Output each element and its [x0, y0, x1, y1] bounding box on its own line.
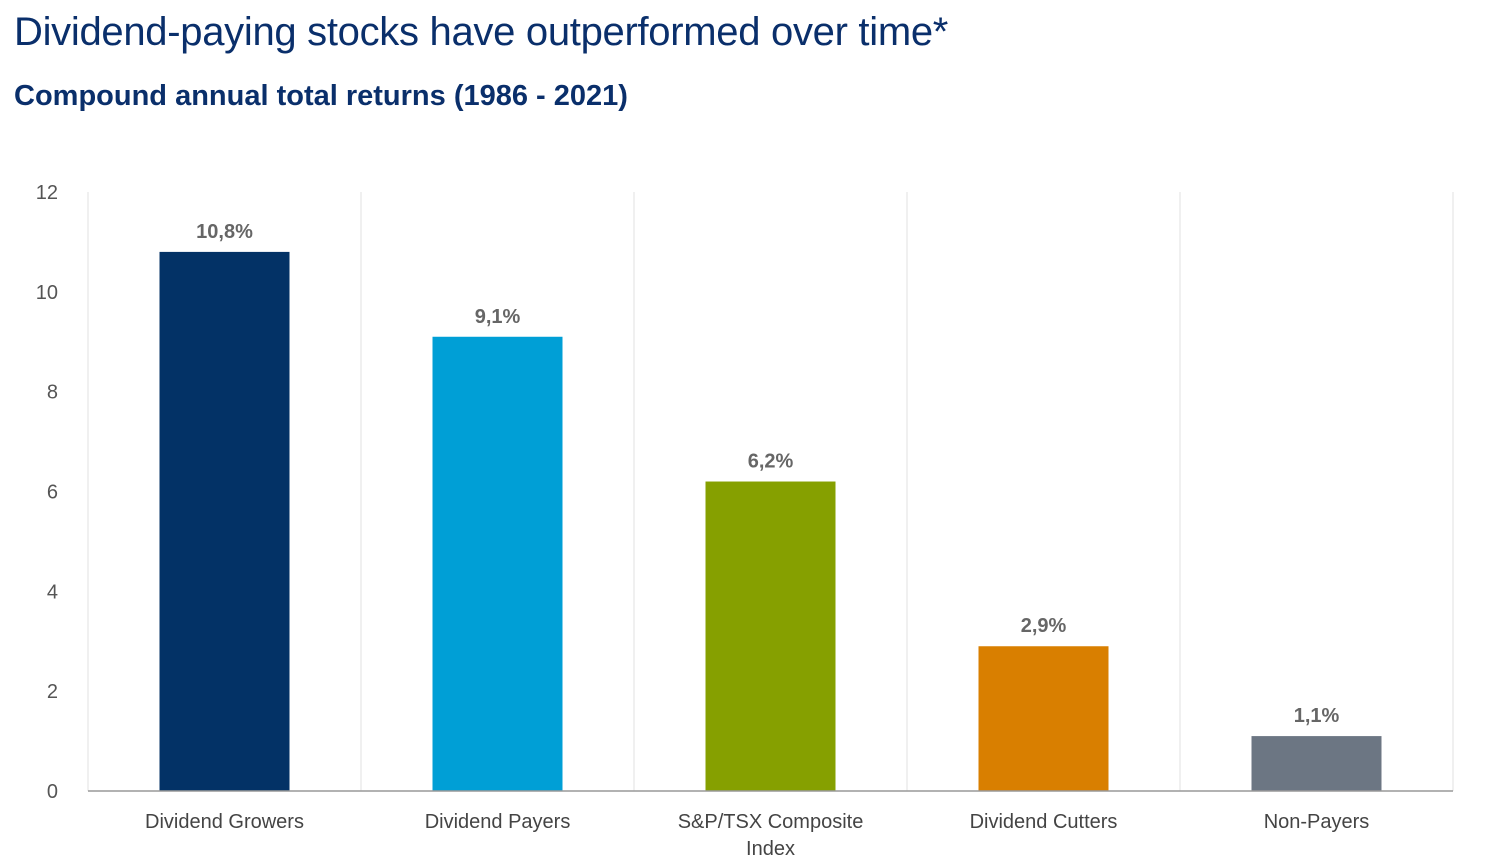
bar [159, 251, 290, 791]
bar [705, 481, 836, 791]
y-tick-label: 12 [36, 182, 58, 204]
y-tick-label: 6 [47, 482, 58, 504]
x-category-label: S&P/TSX Composite Index [678, 811, 864, 860]
y-tick-label: 2 [47, 681, 58, 703]
data-label: 1,1% [1294, 705, 1340, 727]
bar [978, 646, 1109, 791]
y-tick-label: 10 [36, 282, 58, 304]
grid-lines [87, 192, 1454, 791]
bar [432, 336, 563, 791]
y-axis-tick-labels: 0 2 4 6 8 10 12 [36, 182, 58, 803]
data-labels: 10,8% 9,1% 6,2% 2,9% 1,1% [196, 221, 1339, 727]
x-category-label: Dividend Payers [425, 811, 571, 833]
data-label: 6,2% [748, 451, 794, 473]
x-axis-category-labels: Dividend Growers Dividend Payers S&P/TSX C… [145, 811, 1369, 860]
data-label: 10,8% [196, 221, 253, 243]
x-category-label: Non-Payers [1264, 811, 1370, 833]
y-tick-label: 0 [47, 781, 58, 803]
data-label: 2,9% [1021, 615, 1067, 637]
x-category-label: Dividend Cutters [970, 811, 1118, 833]
data-label: 9,1% [475, 306, 521, 328]
chart-title: Dividend-paying stocks have outperformed… [14, 10, 949, 54]
chart-subtitle: Compound annual total returns (1986 - 20… [14, 80, 628, 112]
bars [159, 251, 1382, 791]
x-category-label: Dividend Growers [145, 811, 304, 833]
bar [1251, 736, 1382, 791]
y-tick-label: 4 [47, 581, 58, 603]
y-tick-label: 8 [47, 382, 58, 404]
